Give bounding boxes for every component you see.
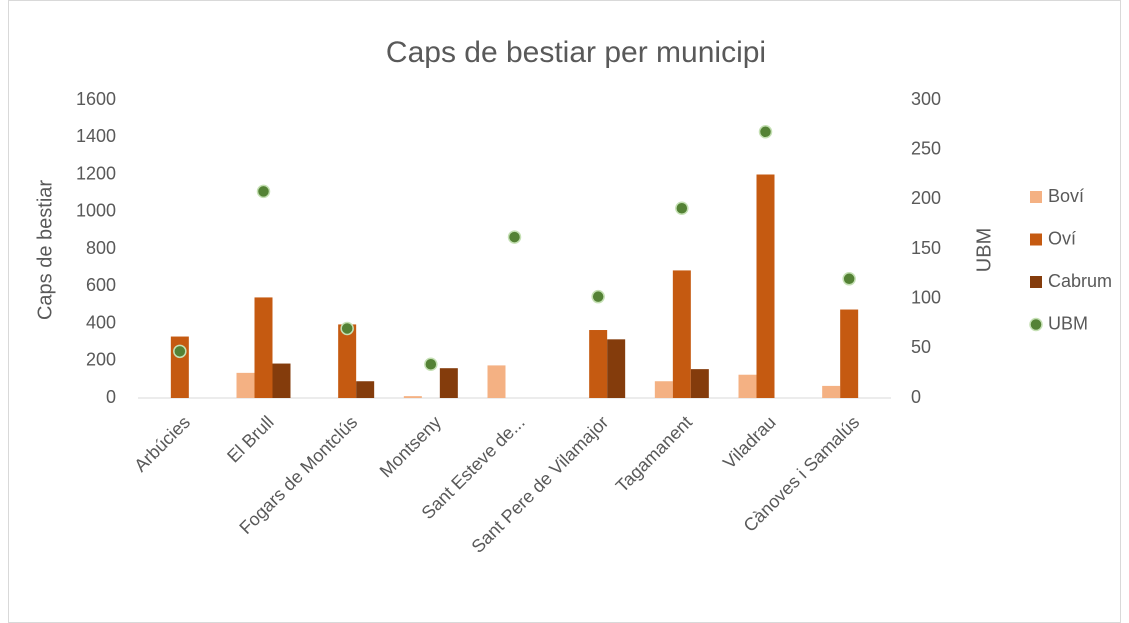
- y-tick-label: 200: [86, 350, 116, 370]
- bar: [738, 374, 757, 398]
- ubm-point: [842, 272, 856, 286]
- y2-axis-title: UBM: [973, 228, 995, 272]
- ubm-point: [675, 201, 689, 216]
- y-tick-label: 600: [86, 275, 116, 295]
- ubm-point: [591, 289, 605, 304]
- bar: [254, 297, 273, 398]
- y-tick-label: 1600: [76, 89, 116, 109]
- y-tick-label: 1400: [76, 126, 116, 146]
- y-tick-label: 0: [106, 387, 116, 407]
- bar: [272, 363, 291, 398]
- ubm-point: [424, 357, 438, 371]
- y2-tick-label: 150: [911, 238, 941, 258]
- bar: [756, 174, 775, 398]
- chart-title: Caps de bestiar per municipi: [386, 36, 766, 69]
- bar: [672, 270, 691, 398]
- bar: [356, 381, 375, 398]
- bar: [654, 381, 673, 398]
- bar: [822, 385, 841, 398]
- y2-tick-label: 100: [911, 287, 941, 307]
- chart-border: [8, 0, 1121, 623]
- bar: [236, 372, 255, 398]
- ubm-point: [758, 125, 773, 139]
- y2-tick-label: 300: [911, 89, 941, 109]
- legend-swatch: [1030, 233, 1042, 246]
- legend-label: Oví: [1048, 228, 1076, 248]
- bar: [840, 309, 859, 398]
- bar: [589, 330, 608, 398]
- y-tick-label: 800: [86, 238, 116, 258]
- bar: [439, 368, 458, 398]
- y2-tick-label: 250: [911, 138, 941, 158]
- ubm-point: [507, 230, 522, 244]
- y-axis-title: Caps de bestiar: [34, 180, 56, 320]
- ubm-point: [340, 321, 354, 336]
- ubm-point: [173, 344, 187, 359]
- legend-swatch: [1029, 317, 1043, 332]
- legend-label: UBM: [1048, 313, 1088, 333]
- ubm-point: [256, 184, 271, 199]
- y-tick-label: 400: [86, 312, 116, 332]
- bar: [403, 396, 422, 398]
- bar: [690, 369, 709, 398]
- bar: [487, 365, 506, 398]
- y-tick-label: 1200: [76, 163, 116, 183]
- bar: [607, 339, 626, 398]
- legend-swatch: [1030, 191, 1042, 203]
- y2-tick-label: 200: [911, 188, 941, 208]
- y2-tick-label: 0: [911, 387, 921, 407]
- bar: [338, 324, 357, 398]
- legend-label: Cabrum: [1048, 271, 1112, 291]
- legend-label: Boví: [1048, 186, 1084, 206]
- y2-tick-label: 50: [911, 337, 931, 357]
- y-tick-label: 1000: [76, 201, 116, 221]
- legend-swatch: [1030, 276, 1042, 288]
